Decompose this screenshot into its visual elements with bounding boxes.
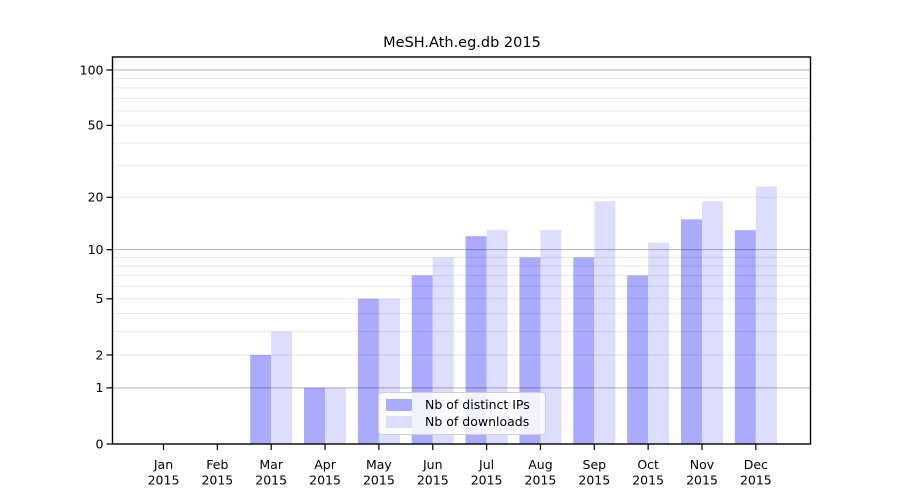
x-tick-label-month: May [366,457,392,472]
bar-nb-of-downloads-apr [325,387,347,444]
x-tick-label-month: Mar [259,457,283,472]
legend-label-downloads: Nb of downloads [425,413,530,429]
x-tick-label-year: 2015 [578,473,610,488]
y-tick-label: 100 [80,62,104,77]
x-tick-label-month: Jan [153,457,173,472]
x-tick-label-year: 2015 [525,473,557,488]
x-tick-label-month: Oct [637,457,659,472]
plot-frame [111,56,812,445]
x-tick-label-year: 2015 [309,473,341,488]
bar-nb-of-distinct-ips-oct [627,275,649,444]
y-tick-label: 10 [88,242,104,257]
x-tick-label-year: 2015 [417,473,449,488]
y-tick-label: 20 [88,190,104,205]
x-tick-label-year: 2015 [255,473,287,488]
x-tick-label-year: 2015 [740,473,772,488]
x-tick-label-year: 2015 [148,473,180,488]
bar-nb-of-downloads-mar [271,331,293,444]
legend-swatch-downloads [386,415,412,428]
bar-nb-of-downloads-aug [540,230,562,444]
bar-nb-of-distinct-ips-dec [734,230,756,444]
x-tick-label-year: 2015 [471,473,503,488]
legend-row-distinct-ips: Nb of distinct IPs [386,397,537,413]
bar-nb-of-distinct-ips-sep [573,257,595,444]
y-tick-label: 1 [96,380,104,395]
bar-nb-of-downloads-nov [702,201,723,444]
y-tick-label: 50 [88,118,104,133]
x-tick-label-month: Nov [690,457,715,472]
bar-nb-of-distinct-ips-may [357,298,379,444]
x-tick-label-month: Jun [422,457,443,472]
bar-nb-of-downloads-dec [755,186,777,444]
bar-nb-of-downloads-jul [486,230,508,444]
x-tick-label-month: Feb [206,457,228,472]
bar-nb-of-distinct-ips-nov [681,219,702,444]
x-tick-label-month: Jul [478,457,494,472]
bar-nb-of-distinct-ips-apr [304,387,326,444]
x-tick-label-month: Apr [314,457,336,472]
legend-row-downloads: Nb of downloads [386,414,537,430]
x-tick-label-year: 2015 [632,473,664,488]
legend: Nb of distinct IPs Nb of downloads [378,392,546,435]
x-tick-label-year: 2015 [201,473,233,488]
x-tick-label-month: Aug [528,457,552,472]
y-tick-label: 0 [96,436,104,451]
y-tick-label: 2 [96,347,104,362]
x-tick-label-year: 2015 [363,473,395,488]
legend-label-distinct-ips: Nb of distinct IPs [425,397,530,412]
bar-nb-of-distinct-ips-mar [250,354,272,444]
chart-title: MeSH.Ath.eg.db 2015 [383,35,541,51]
x-tick-label-month: Dec [744,457,768,472]
x-tick-label-month: Sep [583,457,607,472]
y-tick-label: 5 [96,291,104,306]
bar-nb-of-downloads-oct [648,242,670,444]
legend-swatch-distinct-ips [386,399,412,412]
bar-nb-of-downloads-sep [594,201,616,444]
x-tick-label-year: 2015 [686,473,718,488]
